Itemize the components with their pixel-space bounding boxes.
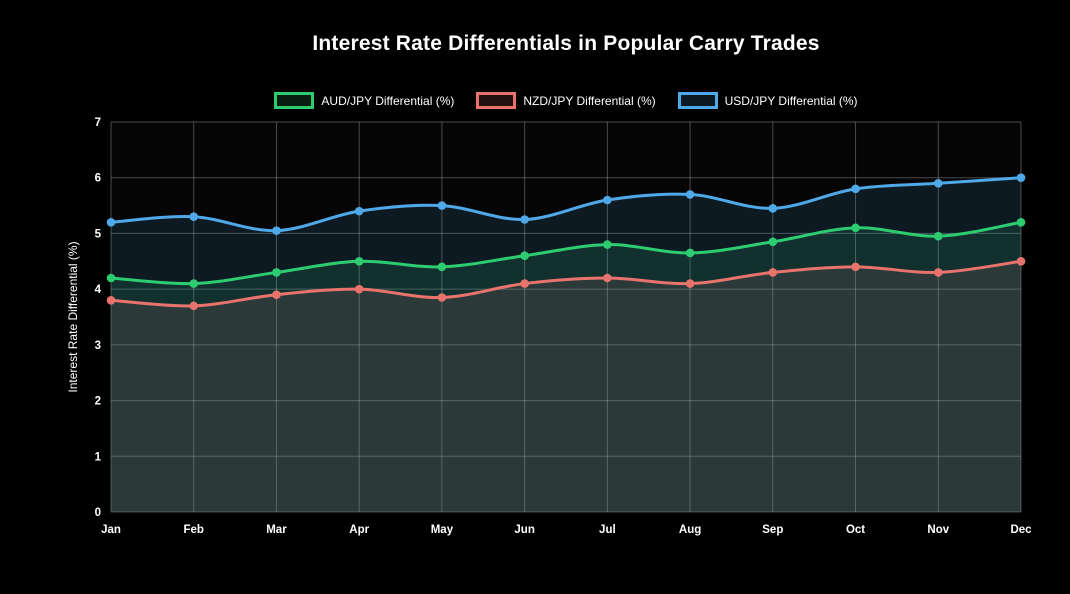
x-tick-labels: Jan Feb Mar Apr May Jun Jul Aug Sep Oct Nov Dec	[101, 524, 1032, 536]
area-nzd	[111, 261, 1021, 512]
legend-label-aud: AUD/JPY Differential (%)	[321, 93, 455, 108]
svg-text:2: 2	[95, 396, 101, 408]
legend-item-usd[interactable]: USD/JPY Differential (%)	[677, 92, 858, 109]
point-aud[interactable]	[520, 251, 529, 261]
point-nzd[interactable]	[1016, 256, 1026, 266]
legend-item-nzd[interactable]: NZD/JPY Differential (%)	[476, 92, 656, 109]
legend-swatch-nzd	[476, 92, 517, 109]
point-nzd[interactable]	[933, 268, 943, 277]
chart-legend: AUD/JPY Differential (%) NZD/JPY Differen…	[111, 92, 1021, 109]
point-nzd[interactable]	[354, 284, 364, 294]
point-usd[interactable]	[685, 190, 695, 199]
chart-title: Interest Rate Differentials in Popular C…	[312, 32, 820, 55]
svg-text:Dec: Dec	[1010, 524, 1032, 536]
svg-text:Sep: Sep	[762, 524, 783, 536]
point-aud[interactable]	[933, 231, 943, 241]
point-nzd[interactable]	[272, 290, 281, 300]
series-lines	[106, 173, 1026, 311]
series-usd	[106, 173, 1026, 235]
svg-text:7: 7	[95, 117, 101, 129]
point-aud[interactable]	[768, 237, 778, 247]
legend-item-aud[interactable]: AUD/JPY Differential (%)	[274, 92, 454, 109]
point-nzd[interactable]	[685, 279, 695, 288]
legend-swatch-usd	[677, 92, 718, 109]
series-fills	[111, 177, 1021, 513]
y-tick-labels: 0 1 2 3 4 5 6 7	[95, 117, 102, 519]
point-nzd[interactable]	[437, 293, 447, 302]
point-usd[interactable]	[520, 215, 529, 224]
svg-text:1: 1	[95, 451, 102, 463]
point-nzd[interactable]	[851, 262, 860, 272]
line-usd	[109, 176, 1023, 233]
point-aud[interactable]	[437, 262, 447, 272]
svg-text:Jun: Jun	[514, 524, 534, 536]
point-aud[interactable]	[189, 279, 199, 288]
point-usd[interactable]	[189, 212, 199, 222]
point-aud[interactable]	[272, 268, 281, 277]
point-nzd[interactable]	[603, 273, 612, 283]
svg-text:May: May	[431, 524, 454, 536]
svg-text:Jul: Jul	[599, 524, 616, 536]
svg-text:Apr: Apr	[349, 524, 369, 536]
svg-text:Nov: Nov	[927, 524, 949, 536]
point-aud[interactable]	[851, 223, 860, 233]
point-aud[interactable]	[354, 256, 364, 266]
point-usd[interactable]	[603, 195, 612, 205]
point-aud[interactable]	[1016, 217, 1026, 227]
point-usd[interactable]	[933, 178, 943, 188]
point-aud[interactable]	[106, 273, 116, 283]
point-usd[interactable]	[851, 184, 860, 194]
svg-text:5: 5	[95, 228, 102, 240]
svg-text:Mar: Mar	[266, 524, 287, 536]
point-usd[interactable]	[1016, 173, 1026, 183]
legend-label-nzd: NZD/JPY Differential (%)	[523, 93, 656, 108]
legend-swatch-aud	[274, 92, 315, 109]
svg-text:Feb: Feb	[184, 524, 204, 536]
point-nzd[interactable]	[768, 268, 778, 277]
area-aud	[111, 222, 1021, 513]
area-usd	[111, 177, 1021, 512]
svg-text:Jan: Jan	[101, 524, 121, 536]
svg-text:Oct: Oct	[846, 524, 865, 536]
point-nzd[interactable]	[106, 295, 116, 305]
point-nzd[interactable]	[520, 279, 529, 288]
line-aud	[109, 220, 1023, 286]
svg-text:3: 3	[95, 340, 101, 352]
svg-text:6: 6	[95, 173, 101, 185]
svg-text:Aug: Aug	[679, 524, 701, 536]
point-aud[interactable]	[603, 240, 612, 249]
svg-text:4: 4	[95, 284, 102, 296]
series-aud	[106, 217, 1026, 288]
point-usd[interactable]	[437, 201, 447, 210]
point-usd[interactable]	[106, 217, 116, 227]
svg-text:0: 0	[95, 507, 101, 519]
point-usd[interactable]	[272, 226, 281, 235]
series-nzd	[106, 256, 1026, 311]
point-nzd[interactable]	[189, 301, 199, 311]
line-nzd	[109, 259, 1023, 308]
legend-label-usd: USD/JPY Differential (%)	[724, 93, 858, 108]
point-aud[interactable]	[685, 248, 695, 258]
point-usd[interactable]	[768, 204, 778, 213]
point-usd[interactable]	[354, 206, 364, 216]
gridlines	[110, 121, 1022, 513]
